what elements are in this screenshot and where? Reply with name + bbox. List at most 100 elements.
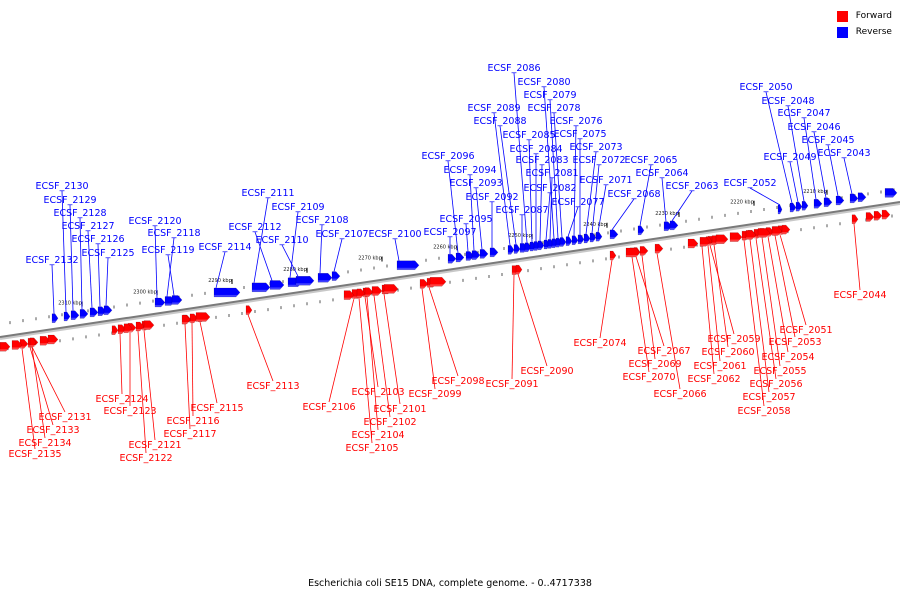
gene-sheen: [716, 241, 728, 244]
gene-sheen: [196, 319, 210, 322]
gene-sheen: [136, 329, 144, 331]
leader-line: [707, 245, 721, 362]
gene-label: ECSF_2075: [553, 129, 606, 140]
gene-sheen: [572, 242, 578, 245]
gene-label: ECSF_2076: [549, 116, 602, 127]
leader-line: [789, 161, 799, 203]
reverse-gene: [609, 229, 619, 240]
gene-label: ECSF_2121: [128, 440, 181, 451]
tick-label: 2220 kbp: [730, 200, 754, 206]
tick-label: 2300 kbp: [133, 289, 157, 295]
reverse-gene: [571, 235, 579, 245]
leader-line: [713, 244, 729, 348]
leader-line: [475, 187, 483, 250]
reverse-gene: [154, 297, 166, 308]
leader-line: [787, 105, 805, 202]
reverse-gene: [669, 220, 679, 231]
gene-sheen: [566, 243, 572, 246]
gene-label: ECSF_2125: [81, 248, 134, 259]
leader-line: [553, 112, 563, 238]
gene-sheen: [214, 294, 240, 297]
gene-label: ECSF_2116: [166, 416, 219, 427]
gene-sheen: [318, 280, 332, 283]
gene-arrow: [213, 287, 241, 298]
reverse-gene: [849, 193, 859, 204]
leader-line: [549, 99, 559, 239]
gene-sheen: [560, 244, 566, 247]
forward-gene: [181, 314, 191, 325]
leader-line: [661, 177, 667, 222]
gene-label: ECSF_2095: [439, 214, 492, 225]
gene-sheen: [824, 204, 832, 207]
leader-line: [119, 333, 123, 395]
gene-sheen: [372, 293, 382, 296]
gene-label: ECSF_2117: [163, 429, 216, 440]
forward-gene: [771, 226, 783, 236]
gene-label: ECSF_2090: [520, 366, 573, 377]
tick-label: 2230 kbp: [655, 211, 679, 217]
gene-label: ECSF_2106: [302, 402, 355, 413]
leader-line: [358, 297, 373, 444]
reverse-gene: [89, 307, 99, 318]
gene-sheen: [596, 239, 602, 242]
reverse-gene: [103, 305, 113, 316]
leader-line: [545, 192, 551, 240]
gene-sheen: [508, 252, 514, 255]
genome-caption: Escherichia coli SE15 DNA, complete geno…: [308, 578, 592, 589]
gene-label: ECSF_2120: [128, 216, 181, 227]
reverse-gene: [269, 280, 285, 290]
gene-label: ECSF_2073: [569, 142, 622, 153]
gene-sheen: [514, 251, 520, 254]
reverse-gene: [835, 195, 845, 206]
gene-label: ECSF_2085: [502, 130, 555, 141]
leader-line: [364, 296, 379, 388]
gene-arrow: [364, 287, 374, 297]
gene-label: ECSF_2071: [579, 175, 632, 186]
gene-sheen: [52, 320, 58, 323]
reverse-gene: [396, 260, 420, 271]
gene-sheen: [124, 330, 132, 333]
gene-sheen: [552, 245, 558, 248]
leader-line: [333, 238, 343, 272]
gene-arrow: [356, 288, 366, 299]
reverse-gene: [213, 287, 241, 298]
gene-arrow: [625, 247, 641, 258]
gene-sheen: [746, 237, 756, 240]
reverse-gene: [295, 276, 315, 286]
gene-sheen: [104, 312, 112, 315]
gene-arrow: [873, 211, 883, 221]
leader-line: [611, 198, 635, 231]
gene-arrow: [849, 193, 859, 204]
tick-label: 2240 kbp: [583, 222, 607, 228]
leader-line: [585, 151, 597, 234]
gene-sheen: [610, 236, 618, 239]
reverse-gene: [857, 192, 867, 202]
gene-sheen: [270, 287, 284, 290]
gene-arrow: [757, 228, 771, 238]
gene-arrow: [489, 247, 499, 258]
gene-arrow: [89, 307, 99, 318]
reverse-gene: [524, 242, 532, 253]
leader-line: [597, 184, 607, 233]
gene-label: ECSF_2079: [523, 90, 576, 101]
gene-sheen: [20, 346, 28, 349]
gene-sheen: [172, 302, 182, 305]
reverse-gene: [455, 252, 465, 263]
leader-line: [517, 274, 548, 367]
forward-gene: [143, 320, 155, 330]
gene-arrow: [789, 202, 797, 213]
gene-label: ECSF_2072: [572, 155, 625, 166]
gene-label: ECSF_2108: [295, 215, 348, 226]
leader-line: [528, 139, 533, 243]
forward-gene: [515, 264, 523, 275]
gene-arrow: [79, 309, 89, 319]
leader-line: [549, 177, 553, 240]
gene-label: ECSF_2094: [443, 165, 496, 176]
leader-line: [215, 251, 226, 289]
forward-swatch: [836, 10, 848, 22]
gene-label: ECSF_2056: [749, 379, 802, 390]
reverse-gene: [801, 201, 809, 211]
gene-sheen: [344, 297, 354, 300]
gene-sheen: [556, 245, 562, 248]
gene-sheen: [30, 345, 36, 348]
